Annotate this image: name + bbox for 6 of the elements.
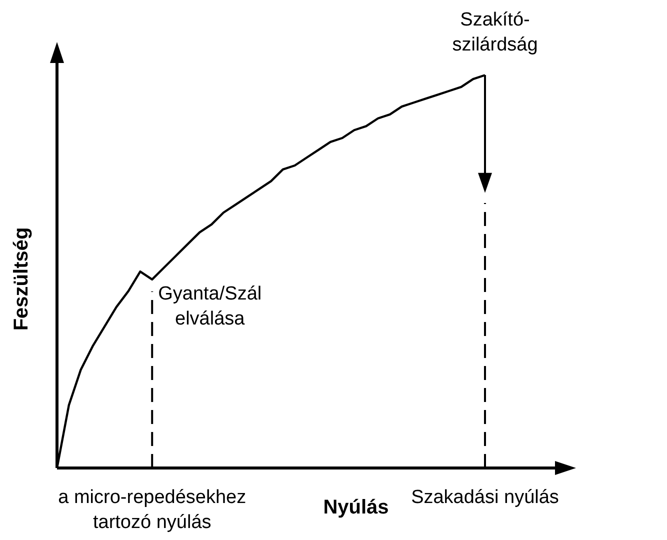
text: Szakító-szilárdság	[452, 9, 538, 56]
text: a micro-repedésekhez tartozó nyúlás	[58, 487, 246, 534]
y-axis-title: Feszültség	[10, 227, 33, 331]
annotation: Gyanta/Szál elválása	[158, 284, 262, 330]
text: Szakadási nyúlás	[411, 487, 559, 508]
x-axis-title: Nyúlás	[323, 496, 389, 519]
